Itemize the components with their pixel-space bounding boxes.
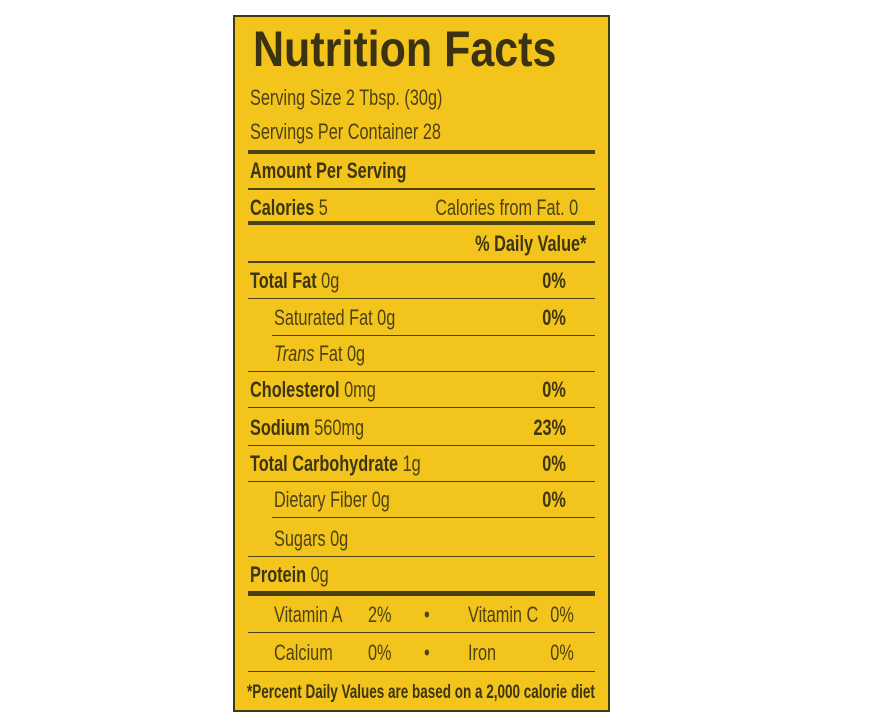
servings-per-container: Servings Per Container 28 [250,119,441,144]
nutrient-dv: 0% [542,487,566,512]
nutrient-dv: 0% [542,268,566,293]
label-title: Nutrition Facts [253,21,557,77]
nutrient-label: Trans [274,341,315,366]
nutrient-label: Total Carbohydrate [250,451,399,476]
nutrient-cholesterol: Cholesterol 0mg [250,377,376,403]
footnote: *Percent Daily Values are based on a 2,0… [247,682,595,703]
bullet: • [424,602,430,627]
nutrient-dietary-fiber: Dietary Fiber 0g [274,487,390,513]
nutrient-label: Cholesterol [250,377,340,402]
divider [248,188,595,190]
nutrient-amount: 1g [402,451,421,476]
nutrient-label: Dietary Fiber [274,487,368,512]
serving-size: Serving Size 2 Tbsp. (30g) [250,85,443,110]
nutrition-facts-label: Nutrition Facts Serving Size 2 Tbsp. (30… [233,15,610,712]
nutrient-amount: 0g [321,268,340,293]
nutrient-amount: 0mg [344,377,376,402]
divider [248,407,595,408]
nutrient-sugars: Sugars 0g [274,526,348,552]
nutrient-saturated-fat: Saturated Fat 0g [274,305,395,331]
nutrient-amount: 0g [330,526,349,551]
vitamin-c-label: Vitamin C [468,602,539,627]
nutrient-label: Sodium [250,415,310,440]
divider-thick [248,221,595,225]
calcium-value: 0% [368,640,392,665]
bullet: • [424,640,430,665]
calories-row: Calories 5 [250,195,328,221]
divider [248,671,595,672]
nutrient-amount: 560mg [314,415,365,440]
nutrient-dv: 0% [542,377,566,402]
vitamin-a-value: 2% [368,602,392,627]
iron-value: 0% [550,640,574,665]
divider [248,481,595,482]
nutrient-label: Saturated Fat [274,305,373,330]
calories-from-fat: Calories from Fat. 0 [435,195,578,220]
divider [248,298,595,299]
daily-value-header: % Daily Value* [474,231,586,256]
iron-label: Iron [468,640,497,665]
nutrient-sodium: Sodium 560mg [250,415,364,441]
nutrient-total-carbohydrate: Total Carbohydrate 1g [250,451,421,477]
vitamin-c-value: 0% [550,602,574,627]
nutrient-amount: 0g [371,487,390,512]
divider [248,632,595,633]
calories-label: Calories [250,195,315,220]
nutrient-amount: 0g [377,305,396,330]
calories-value: 5 [318,195,328,220]
divider [272,517,595,518]
nutrient-label: Sugars [274,526,326,551]
nutrient-label-suffix: Fat [318,341,343,366]
nutrient-label: Total Fat [250,268,317,293]
divider-thick [248,591,595,596]
nutrient-protein: Protein 0g [250,562,329,588]
nutrient-dv: 0% [542,305,566,330]
calcium-label: Calcium [274,640,333,665]
divider [248,556,595,557]
divider [248,371,595,372]
divider [248,445,595,446]
nutrient-dv: 23% [533,415,566,440]
nutrient-trans-fat: Trans Fat 0g [274,341,365,367]
divider [272,335,595,336]
nutrient-amount: 0g [310,562,329,587]
divider-thick [248,150,595,154]
nutrient-amount: 0g [347,341,366,366]
amount-per-serving: Amount Per Serving [250,158,407,183]
nutrient-label: Protein [250,562,307,587]
divider [248,261,595,263]
vitamin-a-label: Vitamin A [274,602,343,627]
nutrient-dv: 0% [542,451,566,476]
nutrient-total-fat: Total Fat 0g [250,268,339,294]
